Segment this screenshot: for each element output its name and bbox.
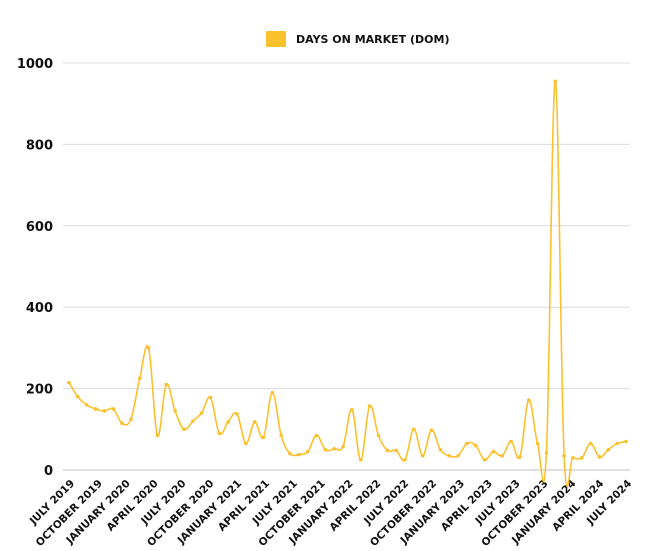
data-point xyxy=(509,439,513,444)
data-point xyxy=(624,439,628,444)
data-point xyxy=(155,433,160,438)
data-point xyxy=(261,435,266,440)
y-tick-label: 200 xyxy=(26,383,53,398)
data-point xyxy=(279,433,283,438)
data-point xyxy=(164,382,169,387)
data-point xyxy=(394,448,398,453)
legend: DAYS ON MARKET (DOM) xyxy=(266,31,449,47)
data-point xyxy=(358,458,363,462)
data-point xyxy=(376,433,381,438)
data-point xyxy=(84,403,89,407)
data-point xyxy=(456,453,460,458)
data-point xyxy=(323,447,328,452)
data-point xyxy=(544,451,549,455)
legend-swatch xyxy=(266,31,286,47)
data-point xyxy=(332,447,337,451)
data-point xyxy=(615,441,619,446)
data-point xyxy=(182,427,186,432)
data-point xyxy=(102,409,107,413)
data-point xyxy=(226,420,230,424)
y-axis-ticks: 0 200 400 600 800 1000 xyxy=(17,57,53,479)
data-point xyxy=(244,441,248,446)
data-point xyxy=(473,443,478,448)
data-point xyxy=(597,455,602,459)
data-point xyxy=(579,455,584,460)
data-point xyxy=(288,451,292,456)
data-point xyxy=(129,417,133,421)
data-point xyxy=(385,448,390,453)
data-point xyxy=(367,404,372,408)
data-point xyxy=(606,447,611,452)
data-point xyxy=(137,376,142,381)
data-point xyxy=(208,395,213,400)
data-point xyxy=(403,458,407,462)
data-point xyxy=(305,449,310,454)
y-tick-label: 1000 xyxy=(17,57,53,72)
data-point xyxy=(465,441,469,446)
data-point xyxy=(217,431,222,436)
gridlines xyxy=(63,62,630,471)
data-point xyxy=(482,458,487,462)
data-point xyxy=(500,453,505,458)
data-point xyxy=(76,394,80,399)
data-point xyxy=(67,380,71,385)
data-point xyxy=(491,449,496,454)
data-point xyxy=(190,419,195,423)
data-point xyxy=(111,407,116,411)
series-line xyxy=(68,80,627,488)
data-point xyxy=(173,409,177,413)
data-point xyxy=(438,447,443,452)
legend-label: DAYS ON MARKET (DOM) xyxy=(296,33,449,46)
data-point xyxy=(518,455,522,459)
data-point xyxy=(235,412,239,416)
y-tick-label: 0 xyxy=(44,464,53,479)
data-point xyxy=(588,441,593,446)
data-point xyxy=(252,420,257,424)
data-point xyxy=(120,421,124,425)
y-tick-label: 600 xyxy=(26,220,53,235)
data-point xyxy=(447,453,451,458)
data-point xyxy=(420,453,425,458)
data-point xyxy=(535,441,540,446)
data-point xyxy=(429,428,434,432)
y-tick-label: 400 xyxy=(26,301,53,316)
data-point xyxy=(571,455,575,460)
data-point xyxy=(526,398,531,402)
data-point xyxy=(93,407,98,411)
data-point xyxy=(270,390,275,395)
data-point xyxy=(314,433,319,438)
data-point xyxy=(146,346,151,350)
y-tick-label: 800 xyxy=(26,138,53,153)
data-point xyxy=(553,79,558,84)
data-point xyxy=(412,427,416,432)
data-point xyxy=(350,407,354,412)
data-point xyxy=(297,452,301,457)
data-point xyxy=(341,444,345,449)
series-days-on-market xyxy=(67,79,628,488)
data-point xyxy=(562,453,566,458)
data-point xyxy=(199,411,204,415)
